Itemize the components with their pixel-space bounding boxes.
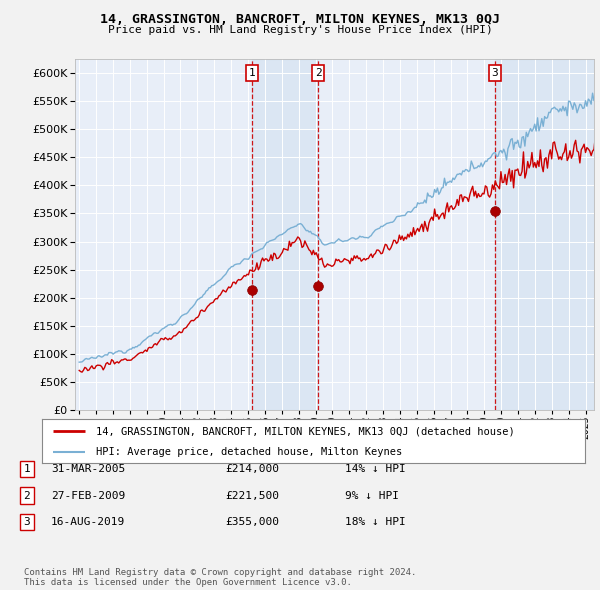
Bar	[252, 59, 318, 410]
Text: 1: 1	[249, 68, 256, 78]
Text: 3: 3	[491, 68, 498, 78]
Text: 14% ↓ HPI: 14% ↓ HPI	[345, 464, 406, 474]
Text: 27-FEB-2009: 27-FEB-2009	[51, 491, 125, 500]
Text: Contains HM Land Registry data © Crown copyright and database right 2024.
This d: Contains HM Land Registry data © Crown c…	[24, 568, 416, 587]
Text: Price paid vs. HM Land Registry's House Price Index (HPI): Price paid vs. HM Land Registry's House …	[107, 25, 493, 35]
Text: 1: 1	[23, 464, 31, 474]
Text: 31-MAR-2005: 31-MAR-2005	[51, 464, 125, 474]
Text: £355,000: £355,000	[225, 517, 279, 527]
Text: 18% ↓ HPI: 18% ↓ HPI	[345, 517, 406, 527]
Text: £221,500: £221,500	[225, 491, 279, 500]
Text: 9% ↓ HPI: 9% ↓ HPI	[345, 491, 399, 500]
Text: 2: 2	[23, 491, 31, 500]
Text: 14, GRASSINGTON, BANCROFT, MILTON KEYNES, MK13 0QJ (detached house): 14, GRASSINGTON, BANCROFT, MILTON KEYNES…	[97, 427, 515, 436]
Bar	[495, 59, 594, 410]
Text: 14, GRASSINGTON, BANCROFT, MILTON KEYNES, MK13 0QJ: 14, GRASSINGTON, BANCROFT, MILTON KEYNES…	[100, 13, 500, 26]
Text: £214,000: £214,000	[225, 464, 279, 474]
Text: 2: 2	[314, 68, 322, 78]
Text: 3: 3	[23, 517, 31, 527]
Text: 16-AUG-2019: 16-AUG-2019	[51, 517, 125, 527]
Text: HPI: Average price, detached house, Milton Keynes: HPI: Average price, detached house, Milt…	[97, 447, 403, 457]
